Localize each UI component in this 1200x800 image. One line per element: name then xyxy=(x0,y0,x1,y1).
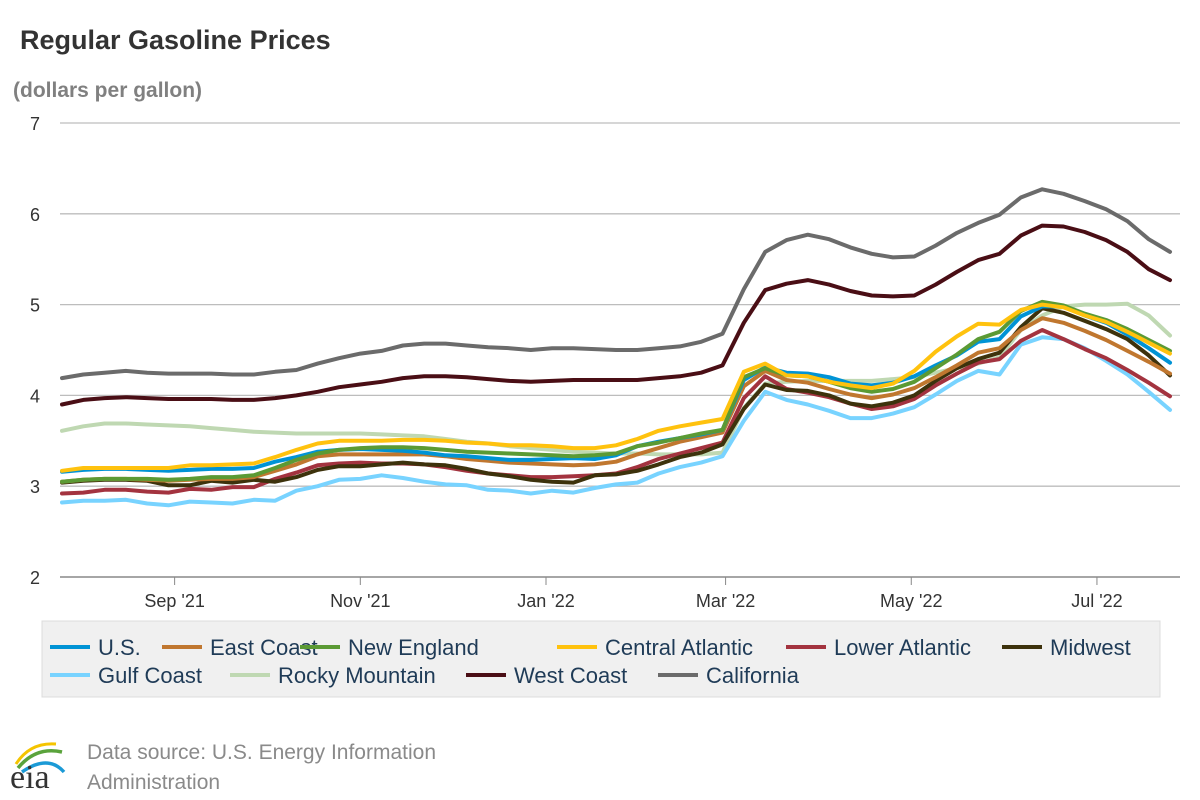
chart-title: Regular Gasoline Prices xyxy=(20,25,331,55)
legend-label: West Coast xyxy=(514,663,627,688)
series-lines xyxy=(60,187,1172,508)
legend-item[interactable]: Midwest xyxy=(1002,635,1131,660)
legend-label: Central Atlantic xyxy=(605,635,753,660)
legend-label: U.S. xyxy=(98,635,141,660)
data-source-line1: Data source: U.S. Energy Information xyxy=(87,741,436,764)
logo-text: eia xyxy=(10,759,50,796)
chart-subtitle: (dollars per gallon) xyxy=(13,79,202,102)
data-source-line2: Administration xyxy=(87,771,220,794)
series-line-new-england xyxy=(60,299,1172,484)
x-tick-label: Nov '21 xyxy=(330,591,390,611)
x-axis-ticks: Sep '21 Nov '21 Jan '22 Mar '22 May '22 Jul '… xyxy=(144,577,1123,611)
legend-item[interactable]: Central Atlantic xyxy=(557,635,753,660)
legend: U.S. East Coast New England Central Atlanti… xyxy=(50,635,1131,688)
legend-item[interactable]: Lower Atlantic xyxy=(786,635,971,660)
legend-item[interactable]: New England xyxy=(300,635,479,660)
x-tick-label: Jul '22 xyxy=(1071,591,1122,611)
series-line-midwest xyxy=(60,306,1172,488)
series-line-west-coast xyxy=(60,223,1172,407)
logo-arc-blue xyxy=(21,761,66,774)
logo-arc-yellow xyxy=(14,742,57,765)
y-tick-label: 7 xyxy=(30,114,40,134)
legend-label: Rocky Mountain xyxy=(278,663,436,688)
legend-label: Midwest xyxy=(1050,635,1131,660)
x-tick-label: Jan '22 xyxy=(517,591,574,611)
y-tick-label: 6 xyxy=(30,205,40,225)
x-tick-label: Sep '21 xyxy=(144,591,205,611)
x-tick-label: May '22 xyxy=(880,591,942,611)
legend-box xyxy=(41,620,1161,698)
y-axis-ticks: 2 3 4 5 6 7 xyxy=(30,114,40,588)
y-tick-label: 3 xyxy=(30,477,40,497)
legend-label: California xyxy=(706,663,800,688)
series-line-gulf-coast xyxy=(60,335,1172,508)
legend-label: East Coast xyxy=(210,635,318,660)
legend-item[interactable]: U.S. xyxy=(50,635,141,660)
y-tick-label: 2 xyxy=(30,568,40,588)
series-line-central-atlantic xyxy=(60,302,1172,473)
logo-arc-green xyxy=(16,749,63,770)
y-tick-label: 4 xyxy=(30,386,40,406)
legend-item[interactable]: California xyxy=(658,663,800,688)
legend-item[interactable]: Rocky Mountain xyxy=(230,663,436,688)
series-line-california xyxy=(60,187,1172,381)
legend-item[interactable]: East Coast xyxy=(162,635,318,660)
legend-label: Gulf Coast xyxy=(98,663,202,688)
legend-label: New England xyxy=(348,635,479,660)
y-tick-label: 5 xyxy=(30,296,40,316)
legend-label: Lower Atlantic xyxy=(834,635,971,660)
eia-logo: eia xyxy=(10,742,66,796)
legend-item[interactable]: West Coast xyxy=(466,663,627,688)
legend-item[interactable]: Gulf Coast xyxy=(50,663,202,688)
x-tick-label: Mar '22 xyxy=(696,591,755,611)
